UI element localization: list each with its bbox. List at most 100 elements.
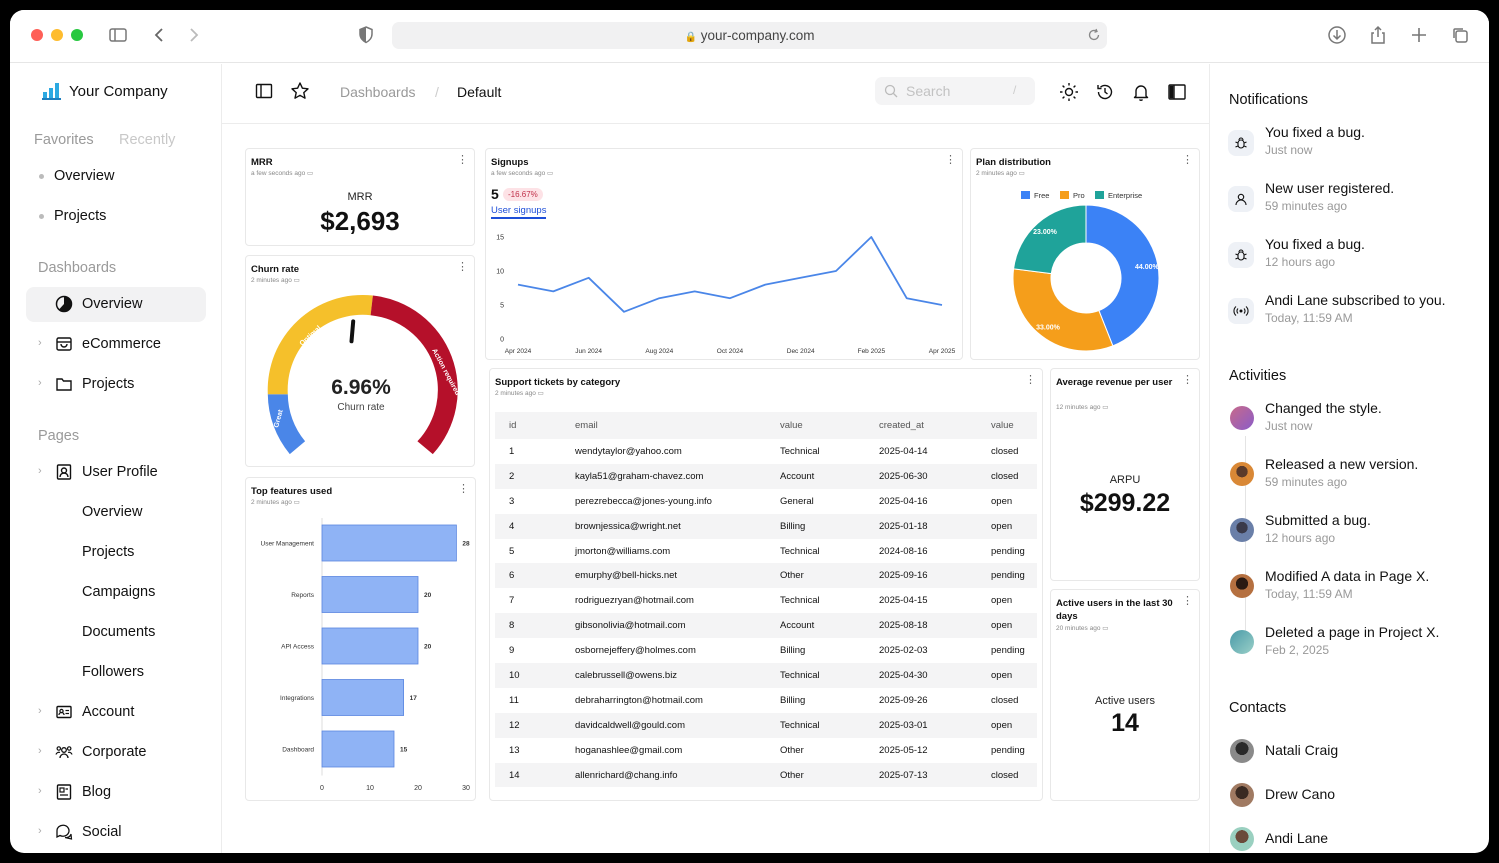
more-options-icon[interactable]: ⋮: [1182, 595, 1193, 607]
table-row[interactable]: 3 perezrebecca@jones-young.info General 202…: [495, 489, 1037, 514]
search-input[interactable]: Search /: [875, 77, 1035, 105]
tab-favorites[interactable]: Favorites: [34, 132, 94, 148]
activity-text[interactable]: Changed the style.: [1265, 400, 1382, 416]
table-row[interactable]: 6 emurphy@bell-hicks.net Other 2025-09-16 pe…: [495, 563, 1037, 589]
close-window-button[interactable]: [31, 29, 43, 41]
tab-overview-icon[interactable]: [1450, 25, 1470, 45]
favorite-projects[interactable]: Projects: [54, 208, 107, 224]
table-cell: Technical: [780, 595, 820, 607]
contact-name[interactable]: Andi Lane: [1265, 830, 1329, 846]
table-cell: wendytaylor@yahoo.com: [575, 445, 682, 457]
table-row[interactable]: 10 calebrussell@owens.biz Technical 2025-04…: [495, 663, 1037, 688]
table-cell: pending: [991, 744, 1025, 756]
activity-text[interactable]: Deleted a page in Project X.: [1265, 624, 1440, 640]
y-tick-label: 0: [500, 337, 504, 344]
sidebar-item-ecommerce[interactable]: eCommerce: [82, 336, 161, 352]
column-header[interactable]: value: [991, 412, 1037, 439]
notification-text[interactable]: You fixed a bug.: [1265, 124, 1365, 140]
contact-name[interactable]: Natali Craig: [1265, 742, 1339, 758]
table-cell: 9: [509, 645, 515, 657]
plan-updated: 2 minutes ago ▭: [976, 170, 1025, 177]
favorite-overview[interactable]: Overview: [54, 168, 115, 184]
bullet-icon: [39, 174, 44, 179]
table-row[interactable]: 4 brownjessica@wright.net Billing 2025-01-1…: [495, 513, 1037, 539]
more-options-icon[interactable]: ⋮: [458, 483, 469, 495]
sidebar-toggle-icon[interactable]: [108, 25, 128, 45]
notification-text[interactable]: New user registered.: [1265, 180, 1395, 196]
sidebar-item-user-profile[interactable]: User Profile: [82, 464, 158, 480]
table-row[interactable]: 2 kayla51@graham-chavez.com Account 2025-06…: [495, 463, 1037, 489]
sun-icon[interactable]: [1059, 82, 1079, 102]
legend-label: Free: [1034, 191, 1049, 200]
sidebar-item-social[interactable]: Social: [82, 824, 122, 840]
chevron-right-icon[interactable]: ›: [38, 337, 42, 349]
table-cell: brownjessica@wright.net: [575, 513, 780, 539]
notification-text[interactable]: You fixed a bug.: [1265, 236, 1365, 252]
active-users-card: Active users in the last 30 days 20 minu…: [1050, 589, 1200, 801]
sidebar-toggle-icon[interactable]: [255, 82, 273, 100]
sidebar-item-corporate[interactable]: Corporate: [82, 744, 147, 760]
notification-text[interactable]: Andi Lane subscribed to you.: [1265, 292, 1446, 308]
column-header[interactable]: id: [495, 412, 575, 439]
top-bar: Dashboards / Default Search /: [222, 64, 1209, 124]
column-header[interactable]: email: [575, 412, 780, 439]
more-options-icon[interactable]: ⋮: [457, 261, 468, 273]
reload-icon[interactable]: [1087, 28, 1101, 42]
activity-avatar: [1230, 518, 1254, 542]
tab-recently[interactable]: Recently: [119, 132, 176, 148]
history-icon[interactable]: [1095, 82, 1115, 102]
table-row[interactable]: 13 hoganashlee@gmail.com Other 2025-05-12 pe…: [495, 738, 1037, 763]
sidebar-subitem-campaigns[interactable]: Campaigns: [82, 584, 156, 600]
shield-icon[interactable]: [356, 25, 376, 45]
table-row[interactable]: 12 davidcaldwell@gould.com Technical 2025-0…: [495, 712, 1037, 738]
bell-icon[interactable]: [1131, 82, 1151, 102]
share-icon[interactable]: [1368, 25, 1388, 45]
back-icon[interactable]: [150, 25, 170, 45]
chevron-right-icon[interactable]: ›: [38, 705, 42, 717]
chevron-right-icon[interactable]: ›: [38, 825, 42, 837]
table-row[interactable]: 1 wendytaylor@yahoo.com Technical 2025-04-1…: [495, 439, 1037, 464]
right-panel-toggle-icon[interactable]: [1167, 82, 1187, 102]
table-row[interactable]: 7 rodriguezryan@hotmail.com Technical 2025-…: [495, 588, 1037, 613]
column-header[interactable]: value: [780, 412, 879, 439]
table-cell: open: [991, 613, 1037, 639]
brand-name[interactable]: Your Company: [69, 83, 168, 100]
x-tick-label: Jun 2024: [575, 348, 602, 355]
download-icon[interactable]: [1327, 25, 1347, 45]
activity-text[interactable]: Submitted a bug.: [1265, 512, 1371, 528]
sidebar-subitem-followers[interactable]: Followers: [82, 664, 145, 680]
forward-icon[interactable]: [183, 25, 203, 45]
sidebar-item-projects[interactable]: Projects: [82, 376, 135, 392]
more-options-icon[interactable]: ⋮: [1182, 154, 1193, 166]
table-row[interactable]: 11 debraharrington@hotmail.com Billing 2025…: [495, 688, 1037, 713]
minimize-window-button[interactable]: [51, 29, 63, 41]
chevron-right-icon[interactable]: ›: [38, 465, 42, 477]
activity-text[interactable]: Released a new version.: [1265, 456, 1419, 472]
chevron-right-icon[interactable]: ›: [38, 377, 42, 389]
chevron-right-icon[interactable]: ›: [38, 785, 42, 797]
table-row[interactable]: 5 jmorton@williams.com Technical 2024-08-16…: [495, 539, 1037, 564]
contact-name[interactable]: Drew Cano: [1265, 786, 1336, 802]
more-options-icon[interactable]: ⋮: [945, 154, 956, 166]
signups-series-tab[interactable]: User signups: [491, 205, 547, 219]
more-options-icon[interactable]: ⋮: [1182, 374, 1193, 386]
chevron-right-icon[interactable]: ›: [38, 745, 42, 757]
new-tab-icon[interactable]: [1409, 25, 1429, 45]
sidebar-subitem-overview[interactable]: Overview: [82, 504, 143, 520]
sidebar-subitem-documents[interactable]: Documents: [82, 624, 156, 640]
table-row[interactable]: 9 osbornejeffery@holmes.com Billing 2025-02…: [495, 638, 1037, 663]
table-row[interactable]: 14 allenrichard@chang.info Other 2025-07-13…: [495, 762, 1037, 788]
activity-text[interactable]: Modified A data in Page X.: [1265, 568, 1430, 584]
notifications-heading: Notifications: [1229, 92, 1308, 108]
breadcrumb-dashboards[interactable]: Dashboards: [340, 84, 416, 100]
star-icon[interactable]: [290, 81, 310, 101]
sidebar-item-account[interactable]: Account: [82, 704, 135, 720]
sidebar-item-blog[interactable]: Blog: [82, 784, 112, 800]
table-row[interactable]: 8 gibsonolivia@hotmail.com Account 2025-08-…: [495, 613, 1037, 639]
column-header[interactable]: created_at: [879, 412, 991, 439]
sidebar-subitem-projects[interactable]: Projects: [82, 544, 135, 560]
more-options-icon[interactable]: ⋮: [457, 154, 468, 166]
address-bar[interactable]: 🔒 your-company.com: [392, 22, 1107, 49]
more-options-icon[interactable]: ⋮: [1025, 374, 1036, 386]
zoom-window-button[interactable]: [71, 29, 83, 41]
